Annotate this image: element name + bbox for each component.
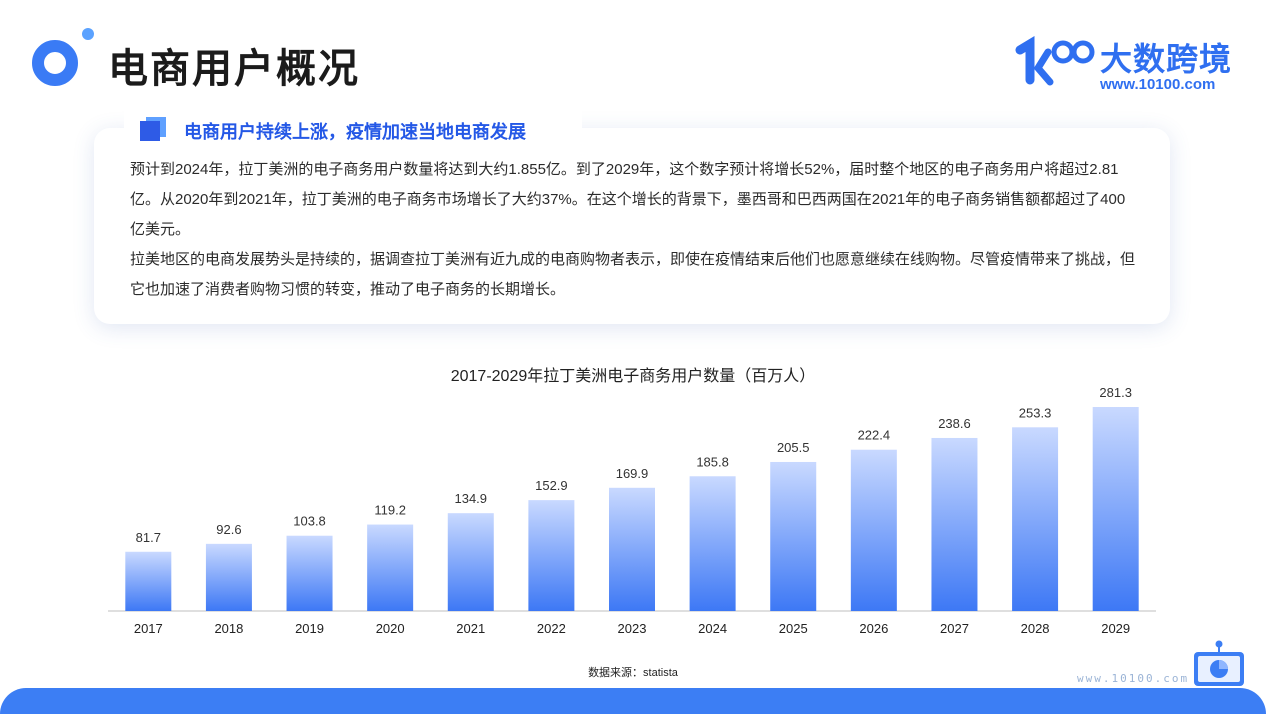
brand-name: 大数跨境 [1100, 41, 1233, 77]
bar-2028 [1012, 427, 1059, 611]
tick-label-2021: 2021 [456, 621, 485, 636]
value-label-2019: 103.8 [293, 514, 326, 529]
card-text: 预计到2024年，拉丁美洲的电子商务用户数量将达到大约1.855亿。到了2029… [130, 155, 1140, 305]
card-paragraph-1: 预计到2024年，拉丁美洲的电子商务用户数量将达到大约1.855亿。到了2029… [130, 161, 1126, 238]
info-card-tab [124, 108, 582, 150]
tick-label-2018: 2018 [214, 621, 243, 636]
bottom-band [0, 688, 1266, 714]
bar-2027 [931, 437, 978, 611]
brand-mark-icon [1015, 36, 1095, 86]
data-source: 数据来源：statista [588, 667, 678, 679]
bar-2029 [1092, 407, 1139, 611]
tick-label-2020: 2020 [376, 621, 405, 636]
tick-label-2019: 2019 [295, 621, 324, 636]
tick-label-2024: 2024 [698, 621, 727, 636]
value-label-2020: 119.2 [374, 503, 406, 518]
bar-2018 [205, 543, 252, 611]
bar-chart: 81.7 2017 92.6 2018 103.8 2019 119.2 2020 134.9 2… [108, 385, 1156, 636]
value-label-2017: 81.7 [136, 530, 161, 545]
tick-label-2017: 2017 [134, 621, 163, 636]
pie-chart-icon [1194, 640, 1244, 686]
bar-2021 [447, 513, 494, 611]
stack-icon [140, 117, 166, 141]
brand-logo: 大数跨境 www.10100.com [1014, 32, 1234, 96]
logo-ring [32, 40, 78, 86]
logo-dot [82, 28, 94, 40]
info-card [94, 128, 1170, 324]
value-label-2018: 92.6 [216, 522, 241, 537]
tick-label-2028: 2028 [1021, 621, 1050, 636]
bar-2019 [286, 535, 333, 611]
brand-url: www.10100.com [1100, 76, 1216, 93]
value-label-2027: 238.6 [938, 416, 971, 431]
value-label-2026: 222.4 [858, 428, 891, 443]
page-title: 电商用户概况 [108, 47, 360, 91]
bar-2017 [125, 551, 172, 611]
bar-2022 [528, 500, 575, 611]
card-paragraph-2: 拉美地区的电商发展势头是持续的，据调查拉丁美洲有近九成的电商购物者表示，即使在疫… [130, 251, 1136, 298]
value-label-2021: 134.9 [454, 491, 487, 506]
value-label-2022: 152.9 [535, 478, 568, 493]
bar-2025 [770, 461, 817, 611]
tick-label-2026: 2026 [859, 621, 888, 636]
tick-label-2025: 2025 [779, 621, 808, 636]
tick-label-2029: 2029 [1101, 621, 1130, 636]
bar-2023 [609, 487, 655, 611]
bar-2020 [367, 524, 414, 611]
chart-title: 2017-2029年拉丁美洲电子商务用户数量（百万人） [450, 368, 816, 385]
bar-2026 [850, 449, 897, 611]
tick-label-2022: 2022 [537, 621, 566, 636]
value-label-2025: 205.5 [777, 440, 810, 455]
tick-label-2027: 2027 [940, 621, 969, 636]
tick-label-2023: 2023 [618, 621, 647, 636]
value-label-2023: 169.9 [616, 466, 649, 481]
value-label-2024: 185.8 [696, 454, 729, 469]
value-label-2029: 281.3 [1099, 385, 1132, 400]
footer-url: www.10100.com [1077, 672, 1190, 685]
card-heading: 电商用户持续上涨，疫情加速当地电商发展 [184, 122, 526, 142]
value-label-2028: 253.3 [1019, 405, 1052, 420]
bar-2024 [689, 476, 736, 611]
